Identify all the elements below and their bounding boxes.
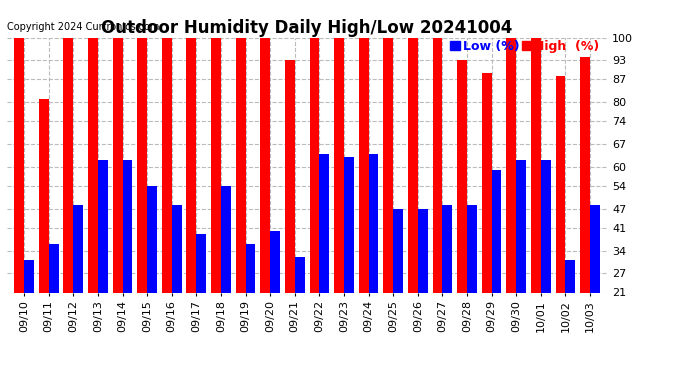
Bar: [516, 160, 526, 360]
Bar: [359, 38, 368, 360]
Bar: [433, 38, 442, 360]
Bar: [14, 38, 24, 360]
Legend: Low (%), High  (%): Low (%), High (%): [449, 39, 601, 54]
Bar: [590, 206, 600, 360]
Bar: [197, 234, 206, 360]
Bar: [482, 73, 491, 360]
Bar: [73, 206, 83, 360]
Bar: [24, 260, 34, 360]
Bar: [246, 244, 255, 360]
Bar: [417, 209, 428, 360]
Bar: [368, 154, 378, 360]
Bar: [270, 231, 280, 360]
Title: Outdoor Humidity Daily High/Low 20241004: Outdoor Humidity Daily High/Low 20241004: [101, 20, 513, 38]
Bar: [541, 160, 551, 360]
Bar: [137, 38, 147, 360]
Bar: [310, 38, 319, 360]
Bar: [384, 38, 393, 360]
Bar: [491, 170, 502, 360]
Bar: [112, 38, 123, 360]
Bar: [211, 38, 221, 360]
Bar: [467, 206, 477, 360]
Bar: [408, 38, 417, 360]
Bar: [39, 99, 49, 360]
Bar: [123, 160, 132, 360]
Bar: [49, 244, 59, 360]
Bar: [580, 57, 590, 360]
Bar: [172, 206, 181, 360]
Bar: [285, 60, 295, 360]
Bar: [260, 38, 270, 360]
Bar: [334, 38, 344, 360]
Bar: [295, 257, 304, 360]
Bar: [319, 154, 329, 360]
Bar: [147, 186, 157, 360]
Bar: [98, 160, 108, 360]
Bar: [221, 186, 230, 360]
Bar: [344, 157, 354, 360]
Bar: [236, 38, 246, 360]
Bar: [88, 38, 98, 360]
Bar: [531, 38, 541, 360]
Text: Copyright 2024 Curtronics.com: Copyright 2024 Curtronics.com: [7, 22, 159, 32]
Bar: [393, 209, 403, 360]
Bar: [555, 76, 565, 360]
Bar: [442, 206, 452, 360]
Bar: [457, 60, 467, 360]
Bar: [506, 38, 516, 360]
Bar: [162, 38, 172, 360]
Bar: [186, 38, 197, 360]
Bar: [565, 260, 575, 360]
Bar: [63, 38, 73, 360]
